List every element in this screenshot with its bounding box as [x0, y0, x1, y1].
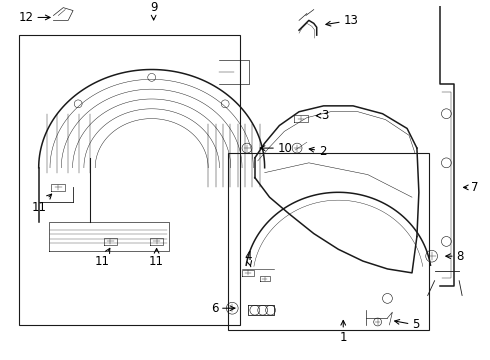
Text: 8: 8: [446, 249, 464, 263]
Text: 4: 4: [244, 249, 252, 267]
Text: 9: 9: [150, 1, 157, 20]
Text: 10: 10: [260, 141, 293, 154]
Text: 2: 2: [309, 145, 326, 158]
Bar: [228, 153, 429, 330]
Text: 11: 11: [95, 248, 110, 267]
Bar: [19, 35, 240, 325]
Text: 12: 12: [19, 11, 50, 24]
Text: 5: 5: [394, 319, 419, 332]
Text: 3: 3: [316, 109, 329, 122]
Text: 1: 1: [340, 320, 347, 344]
Text: 11: 11: [31, 194, 51, 213]
Text: 11: 11: [149, 248, 164, 267]
Text: 13: 13: [326, 14, 358, 27]
Text: 7: 7: [464, 181, 478, 194]
Text: 6: 6: [211, 302, 235, 315]
